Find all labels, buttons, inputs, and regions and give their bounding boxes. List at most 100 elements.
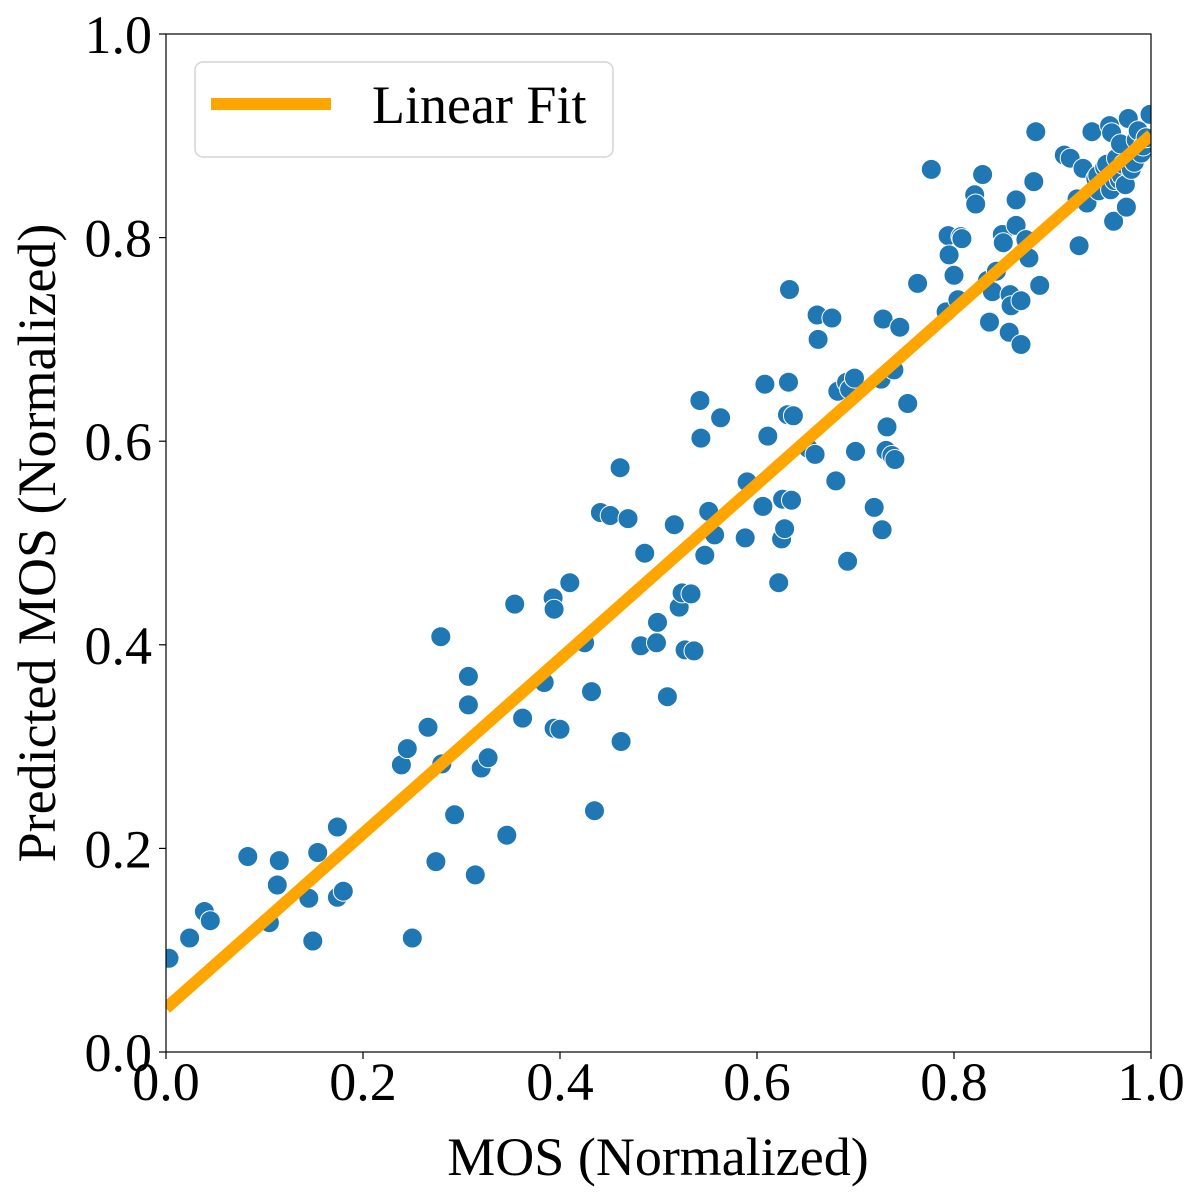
scatter-point bbox=[401, 927, 423, 949]
scatter-point bbox=[559, 572, 581, 594]
scatter-point bbox=[166, 947, 180, 969]
scatter-point bbox=[477, 747, 499, 769]
scatter-point bbox=[752, 495, 774, 517]
x-axis-label: MOS (Normalized) bbox=[447, 1127, 868, 1187]
scatter-point bbox=[683, 640, 705, 662]
x-tick-label: 0.0 bbox=[132, 1052, 200, 1112]
scatter-point bbox=[1068, 235, 1090, 257]
scatter-point bbox=[825, 470, 847, 492]
y-tick-label: 0.2 bbox=[85, 819, 153, 879]
scatter-point bbox=[1025, 121, 1047, 143]
scatter-point bbox=[444, 804, 466, 826]
scatter-point bbox=[425, 851, 447, 873]
x-tick-label: 0.4 bbox=[526, 1052, 594, 1112]
scatter-point bbox=[876, 416, 898, 438]
scatter-point bbox=[778, 371, 799, 393]
scatter-point bbox=[951, 228, 973, 250]
scatter-point bbox=[889, 316, 911, 338]
scatter-point bbox=[844, 367, 865, 389]
scatter-point bbox=[689, 390, 711, 411]
scatter-point bbox=[663, 514, 685, 536]
scatter-point bbox=[332, 880, 354, 902]
scatter-point bbox=[496, 824, 518, 846]
scatter-point bbox=[863, 496, 885, 518]
scatter-point bbox=[943, 264, 965, 286]
fit-layer bbox=[166, 130, 1151, 1013]
scatter-point bbox=[266, 874, 288, 896]
scatter-point bbox=[965, 193, 987, 215]
scatter-point bbox=[464, 864, 486, 886]
scatter-point bbox=[871, 519, 893, 541]
plot-frame bbox=[165, 33, 1152, 1053]
scatter-point bbox=[302, 930, 324, 952]
scatter-point bbox=[610, 731, 632, 752]
x-axis-ticks: 0.0 0.2 0.4 0.6 0.8 1.0 bbox=[132, 1052, 1185, 1112]
scatter-point bbox=[694, 544, 716, 566]
scatter-point bbox=[634, 542, 656, 564]
scatter-point bbox=[1115, 196, 1137, 218]
scatter-point bbox=[504, 593, 526, 615]
scatter-point bbox=[837, 550, 859, 572]
scatter-point bbox=[680, 583, 702, 605]
legend: Linear Fit bbox=[194, 61, 614, 158]
scatter-point bbox=[1010, 334, 1032, 355]
scatter-point bbox=[768, 572, 790, 594]
legend-label: Linear Fit bbox=[372, 75, 586, 135]
scatter-point bbox=[779, 279, 800, 300]
scatter-point bbox=[821, 307, 843, 329]
scatter-point bbox=[457, 694, 479, 716]
scatter-point bbox=[1139, 103, 1151, 125]
scatter-point bbox=[599, 505, 621, 526]
scatter-point bbox=[920, 158, 942, 180]
scatter-point bbox=[656, 686, 678, 708]
y-tick-label: 1.0 bbox=[85, 5, 153, 65]
scatter-point bbox=[1103, 210, 1125, 232]
scatter-point bbox=[845, 440, 866, 462]
scatter-point bbox=[307, 842, 329, 863]
scatter-point bbox=[897, 393, 919, 414]
x-tick-label: 1.0 bbox=[1117, 1052, 1185, 1112]
scatter-point bbox=[1081, 121, 1103, 143]
x-tick-label: 0.2 bbox=[329, 1052, 397, 1112]
scatter-point bbox=[430, 626, 452, 648]
scatter-point bbox=[754, 373, 776, 395]
scatter-point bbox=[199, 910, 221, 932]
scatter-point bbox=[647, 611, 668, 633]
scatter-point bbox=[690, 427, 712, 449]
y-tick-label: 0.0 bbox=[85, 1023, 153, 1083]
scatter-point bbox=[396, 738, 418, 760]
scatter-point bbox=[237, 846, 259, 867]
scatter-point bbox=[757, 425, 779, 447]
scatter-point bbox=[807, 328, 829, 350]
y-tick-label: 0.8 bbox=[85, 209, 153, 269]
scatter-point bbox=[581, 681, 602, 703]
scatter-point bbox=[179, 927, 201, 949]
scatter-point bbox=[972, 164, 994, 185]
scatter-point bbox=[268, 850, 290, 872]
scatter-point bbox=[782, 405, 804, 427]
legend-frame bbox=[194, 61, 614, 158]
scatter-point bbox=[1010, 290, 1032, 312]
scatter-point bbox=[884, 449, 906, 470]
scatter-point bbox=[979, 311, 1000, 333]
scatter-point bbox=[734, 527, 756, 549]
linear-fit-line bbox=[166, 130, 1151, 1013]
scatter-point bbox=[584, 800, 605, 822]
y-tick-label: 0.4 bbox=[85, 616, 153, 676]
scatter-point bbox=[512, 707, 534, 729]
scatter-point bbox=[804, 443, 826, 465]
y-tick-label: 0.6 bbox=[85, 412, 153, 472]
scatter-point bbox=[774, 518, 796, 540]
x-tick-label: 0.6 bbox=[723, 1052, 791, 1112]
scatter-point bbox=[326, 816, 348, 838]
scatter-point bbox=[543, 598, 565, 620]
scatter-point bbox=[872, 308, 894, 330]
scatter-point bbox=[646, 632, 667, 654]
x-tick-label: 0.8 bbox=[920, 1052, 988, 1112]
scatter-point bbox=[549, 718, 571, 740]
scatter-point bbox=[617, 508, 639, 530]
scatter-point bbox=[710, 407, 732, 429]
scatter-point bbox=[1029, 274, 1051, 296]
scatter-point bbox=[992, 232, 1014, 254]
